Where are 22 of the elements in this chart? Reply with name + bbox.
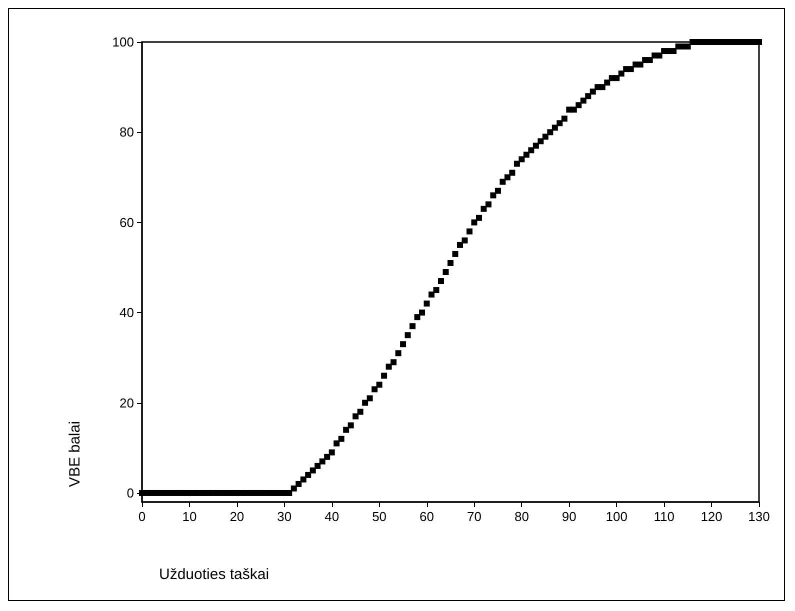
x-axis-title: Užduoties taškai: [159, 566, 270, 583]
y-tick-label: 0: [126, 485, 134, 500]
x-tick-label: 30: [277, 509, 292, 524]
x-tick-label: 100: [606, 509, 628, 524]
x-tick-label: 40: [324, 509, 340, 524]
y-tick-label: 100: [112, 34, 134, 50]
x-tick-label: 20: [230, 509, 244, 524]
x-tick-label: 120: [700, 509, 722, 524]
y-tick-label: 60: [120, 214, 134, 230]
y-axis-title: VBE balai: [66, 421, 84, 487]
x-tick-label: 80: [514, 509, 529, 524]
y-tick-label: 40: [120, 305, 134, 320]
y-tick-label: 80: [120, 124, 134, 140]
x-tick-label: 50: [372, 509, 387, 524]
x-tick-label: 130: [748, 509, 770, 524]
x-tick-label: 70: [466, 509, 482, 524]
x-tick-label: 60: [420, 509, 434, 524]
x-tick-label: 110: [654, 509, 674, 524]
x-tick-label: 90: [562, 509, 576, 524]
x-tick-label: 10: [182, 509, 197, 524]
y-tick-label: 20: [120, 395, 134, 410]
x-tick-label: 0: [138, 509, 146, 524]
